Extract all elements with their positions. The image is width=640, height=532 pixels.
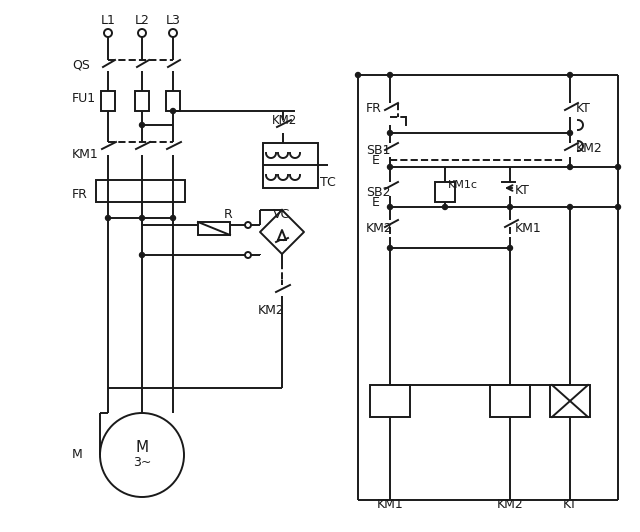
Circle shape [387, 72, 392, 78]
Bar [263, 143, 318, 188]
Text: KM2: KM2 [497, 498, 524, 511]
Text: FR: FR [72, 188, 88, 202]
Text: R: R [224, 209, 233, 221]
Circle shape [568, 204, 573, 210]
Text: SB1: SB1 [366, 144, 390, 156]
Text: L2: L2 [134, 13, 149, 27]
Circle shape [387, 130, 392, 136]
Circle shape [568, 72, 573, 78]
Text: KM2: KM2 [576, 142, 603, 154]
Circle shape [140, 253, 145, 257]
Text: KM1c: KM1c [448, 180, 478, 190]
Text: KM1: KM1 [515, 221, 541, 235]
Text: M: M [136, 440, 148, 455]
Text: QS: QS [72, 59, 90, 71]
Circle shape [355, 72, 360, 78]
Circle shape [616, 164, 621, 170]
Circle shape [508, 204, 513, 210]
Text: KM2: KM2 [258, 303, 285, 317]
Text: FR: FR [366, 102, 382, 114]
Bar [198, 222, 230, 235]
Text: KM2: KM2 [366, 221, 393, 235]
Text: FU1: FU1 [72, 93, 96, 105]
Text: KM1: KM1 [376, 498, 403, 511]
Text: TC: TC [320, 177, 336, 189]
Text: L1: L1 [100, 13, 115, 27]
Circle shape [140, 215, 145, 220]
Circle shape [568, 130, 573, 136]
Text: VC: VC [273, 209, 291, 221]
Bar [101, 91, 115, 111]
Text: KM1: KM1 [72, 148, 99, 162]
Circle shape [508, 245, 513, 251]
Bar [550, 385, 590, 417]
Text: KM2: KM2 [272, 113, 297, 127]
Text: E: E [372, 154, 380, 167]
Text: L3: L3 [166, 13, 180, 27]
Circle shape [387, 245, 392, 251]
Circle shape [170, 215, 175, 220]
Circle shape [387, 164, 392, 170]
Text: 3~: 3~ [133, 455, 151, 469]
Circle shape [106, 215, 111, 220]
Text: KT: KT [563, 498, 577, 511]
Text: M: M [72, 448, 83, 461]
Bar [435, 182, 455, 202]
Bar [370, 385, 410, 417]
Circle shape [140, 122, 145, 128]
Bar [96, 180, 185, 202]
Text: KT: KT [515, 184, 530, 196]
Text: SB2: SB2 [366, 186, 390, 198]
Circle shape [616, 204, 621, 210]
Text: KT: KT [576, 102, 591, 114]
Bar [490, 385, 530, 417]
Circle shape [387, 204, 392, 210]
Bar [166, 91, 180, 111]
Circle shape [568, 164, 573, 170]
Circle shape [442, 204, 447, 210]
Text: E: E [372, 195, 380, 209]
Bar [135, 91, 149, 111]
Circle shape [170, 109, 175, 113]
